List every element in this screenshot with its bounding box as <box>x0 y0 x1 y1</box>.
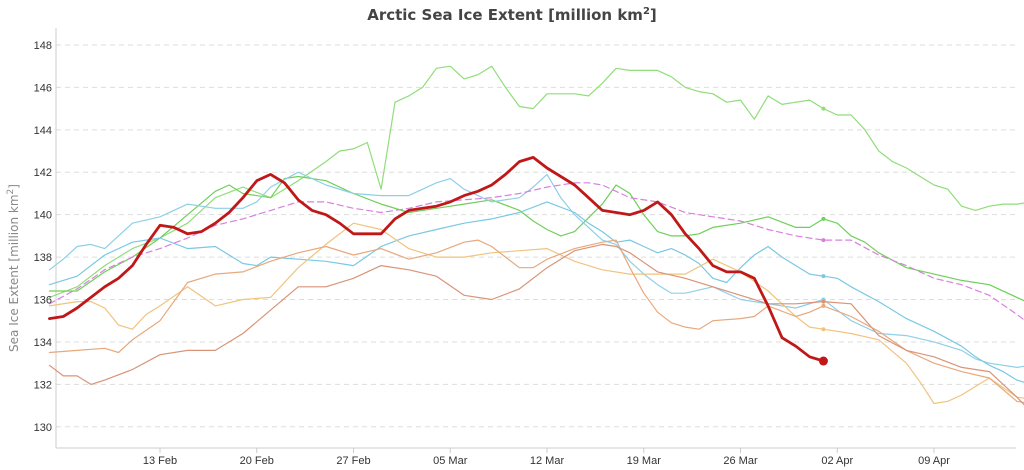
x-tick-label: 26 Mar <box>723 455 758 467</box>
y-tick-label: 134 <box>34 337 52 349</box>
series-line-8 <box>48 156 825 363</box>
y-axis-ticks: 130 132 134 136 138 140 142 144 146 148 <box>34 40 52 434</box>
series-marker-4 <box>821 327 826 332</box>
series-marker-0 <box>821 106 826 111</box>
series-line-4 <box>48 222 1024 405</box>
y-tick-label: 140 <box>34 210 52 222</box>
series-line-0 <box>48 65 1024 298</box>
series-line-6 <box>48 243 1024 406</box>
series-line-1 <box>48 175 1024 302</box>
y-axis-label: Sea Ice Extent [million km2] <box>6 184 21 352</box>
x-tick-label: 27 Feb <box>336 455 370 467</box>
series-marker-6 <box>821 299 826 304</box>
series-line-3 <box>48 201 1024 383</box>
x-tick-label: 13 Feb <box>143 455 177 467</box>
x-tick-label: 19 Mar <box>627 455 662 467</box>
chart-title: Arctic Sea Ice Extent [million km2] <box>367 6 657 24</box>
series-marker-8 <box>818 356 828 366</box>
series-marker-1 <box>821 216 826 221</box>
y-tick-label: 142 <box>34 167 52 179</box>
series-line-2 <box>48 171 1024 368</box>
series-lines <box>48 65 1024 406</box>
y-tick-label: 144 <box>34 125 52 137</box>
series-markers <box>818 106 828 366</box>
y-tick-label: 148 <box>34 40 52 52</box>
x-axis-ticks: 13 Feb 20 Feb 27 Feb 05 Mar 12 Mar 19 Mar 26 M… <box>143 448 950 467</box>
axes <box>55 28 1016 449</box>
series-marker-7 <box>821 238 826 243</box>
y-tick-label: 132 <box>34 379 52 391</box>
y-tick-label: 146 <box>34 82 52 94</box>
x-tick-label: 12 Mar <box>530 455 565 467</box>
x-tick-label: 09 Apr <box>918 455 950 467</box>
y-tick-label: 136 <box>34 295 52 307</box>
x-tick-label: 20 Feb <box>240 455 274 467</box>
series-marker-3 <box>821 274 826 279</box>
y-tick-label: 130 <box>34 422 52 434</box>
series-line-7 <box>48 182 1024 321</box>
x-tick-label: 02 Apr <box>821 455 853 467</box>
series-marker-5 <box>821 303 826 308</box>
gridlines <box>56 44 1016 428</box>
x-tick-label: 05 Mar <box>433 455 468 467</box>
y-tick-label: 138 <box>34 252 52 264</box>
series-line-5 <box>48 239 1024 404</box>
